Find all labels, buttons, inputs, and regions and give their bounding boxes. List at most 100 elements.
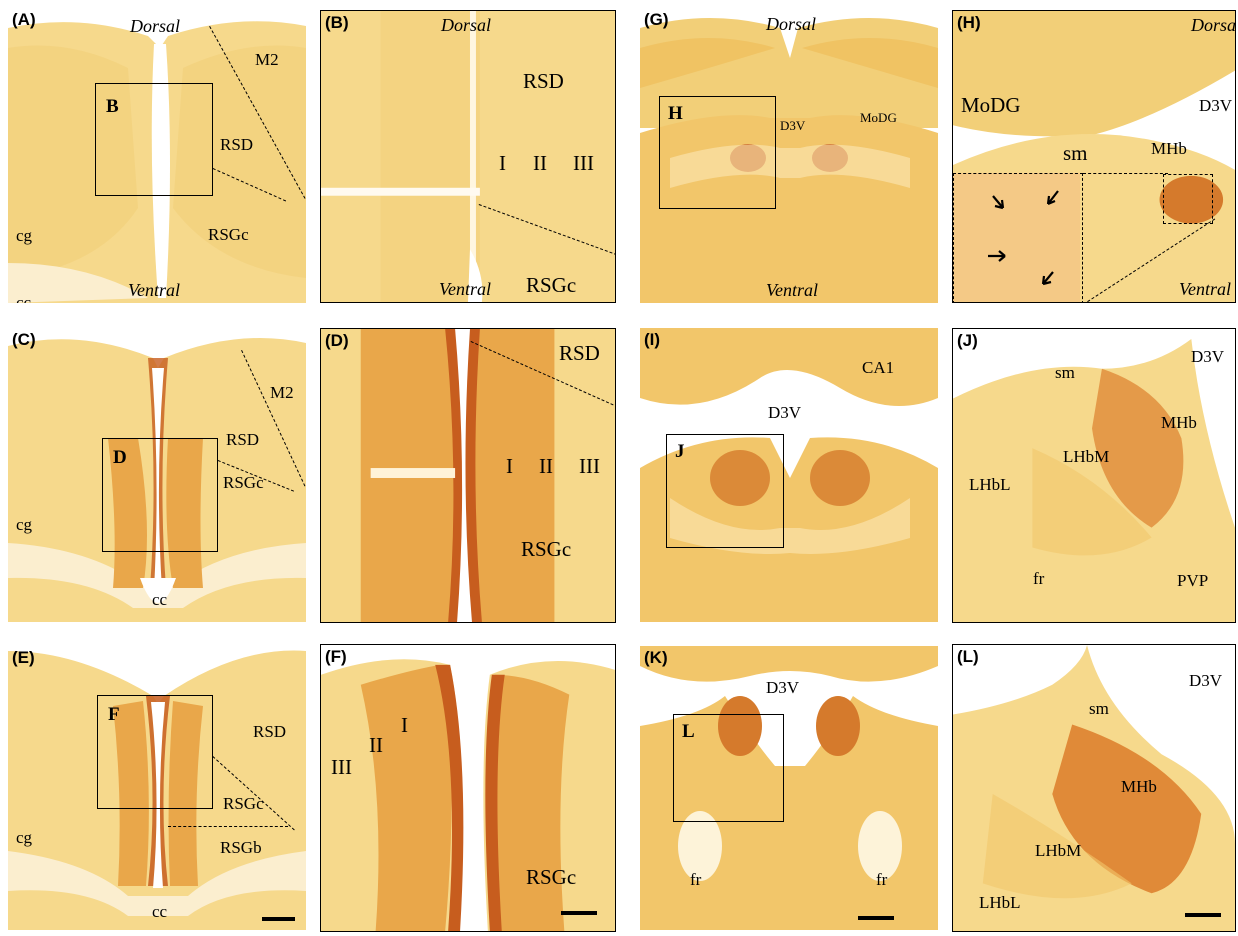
region-mhb-label: MHb [1121,777,1157,796]
panel-label: (F) [325,647,347,666]
panel-k-image [640,646,938,930]
region-d3v-label: D3V [780,118,806,133]
inset-box-label: J [675,441,685,462]
region-fr-label: fr [1033,569,1045,588]
layer-i-label: I [506,454,513,478]
region-cg-label: cg [16,226,33,245]
panel-label: (E) [12,648,35,667]
region-d3v-label: D3V [1189,671,1223,690]
inset-box-label: F [108,704,120,725]
dorsal-label: Dorsal [766,14,817,34]
region-rsd-label: RSD [220,135,254,154]
inset-box-j: J [666,434,784,548]
region-cg-label: cg [16,515,33,534]
region-sm-label: sm [1063,141,1088,165]
panel-e-image [8,650,306,930]
region-lhbm-label: LHbM [1035,841,1082,860]
region-m2-label: M2 [270,383,294,402]
region-fr-left-label: fr [690,870,702,889]
panel-i: (I) CA1 D3V J [640,328,938,622]
ventral-label: Ventral [766,280,818,300]
dorsal-label: Dorsal [130,16,181,36]
region-rsgc-label: RSGc [223,794,264,813]
region-rsd-label: RSD [226,430,260,449]
ventral-label: Ventral [128,280,180,300]
panel-d-image [321,329,615,622]
panel-a: (A) Dorsal M2 RSD RSGc cg cc Ventral B [8,8,306,303]
panel-b-image [321,11,615,302]
region-mhb-label: MHb [1161,413,1197,432]
panel-label: (L) [957,647,979,666]
region-pvp-label: PVP [1177,571,1209,590]
region-rsd-label: RSD [559,341,600,365]
region-m2-label: M2 [255,50,279,69]
panel-label: (K) [644,648,668,667]
layer-iii-label: III [331,755,352,779]
panel-d: (D) RSD I II III RSGc [320,328,616,623]
panel-label: (J) [957,331,978,350]
layer-i-label: I [499,151,506,175]
boundary-line [168,826,288,827]
inset-box-h: H [659,96,776,209]
panel-j-image [953,329,1235,622]
region-rsgc-label: RSGc [223,473,264,492]
region-d3v-label: D3V [1191,347,1225,366]
layer-ii-label: II [369,733,383,757]
panel-l: (L) D3V sm MHb LHbM LHbL [952,644,1236,932]
region-rsd-label: RSD [523,69,564,93]
region-modg-label: MoDG [860,110,897,125]
scale-bar [561,911,597,915]
panel-i-image [640,328,938,622]
ventral-label: Ventral [439,279,491,299]
panel-h-image [953,11,1235,302]
region-rsgb-label: RSGb [220,838,262,857]
region-d3v-label: D3V [768,403,802,422]
magnified-source-box [1163,174,1213,224]
region-cc-label: cc [16,293,32,303]
panel-e: (E) RSD RSGc RSGb cg cc F [8,646,306,930]
region-sm-label: sm [1089,699,1109,718]
panel-label: (I) [644,330,661,349]
layer-i-label: I [401,713,408,737]
panel-f: (F) I II III RSGc [320,644,616,932]
inset-box-label: H [668,103,683,124]
scale-bar [858,916,894,920]
region-rsd-label: RSD [253,722,287,741]
inset-box-label: D [113,447,127,468]
panel-c: (C) M2 RSD RSGc cg cc D [8,328,306,622]
dorsal-label: Dorsal [441,15,492,35]
panel-f-image [321,645,615,931]
panel-g: (G) Dorsal D3V MoDG Ventral H [640,8,938,303]
arrow-markers [988,190,1059,286]
layer-iii-label: III [579,454,600,478]
magnified-inset [953,173,1083,302]
panel-k: (K) D3V fr fr L [640,646,938,930]
layer-ii-label: II [533,151,547,175]
inset-box-b: B [95,83,213,196]
region-rsgc-label: RSGc [208,225,249,244]
panel-c-image [8,338,306,622]
region-sm-label: sm [1055,363,1075,382]
region-modg-label: MoDG [961,93,1021,117]
region-fr-right-label: fr [876,870,888,889]
panel-g-image [640,8,938,303]
layer-ii-label: II [539,454,553,478]
region-ca1-label: CA1 [862,358,895,377]
region-rsgc-label: RSGc [526,865,577,889]
region-rsgc-label: RSGc [521,537,572,561]
panel-l-image [953,645,1235,931]
inset-connector-line [1083,173,1168,174]
panel-b: (B) Dorsal RSD I II III RSGc Ventral [320,10,616,303]
panel-label: (A) [12,10,36,29]
region-cc-label: cc [152,902,168,921]
layer-iii-label: III [573,151,594,175]
scale-bar [1185,913,1221,917]
region-rsgc-label: RSGc [526,273,577,297]
region-cc-label: cc [152,590,168,609]
region-mhb-label: MHb [1151,139,1187,158]
panel-h: (H) Dorsal MoDG D3V sm MHb Ventral [952,10,1236,303]
inset-box-label: L [682,721,695,742]
inset-box-l: L [673,714,784,822]
region-d3v-label: D3V [766,678,800,697]
panel-j: (J) D3V sm MHb LHbM LHbL fr PVP [952,328,1236,623]
